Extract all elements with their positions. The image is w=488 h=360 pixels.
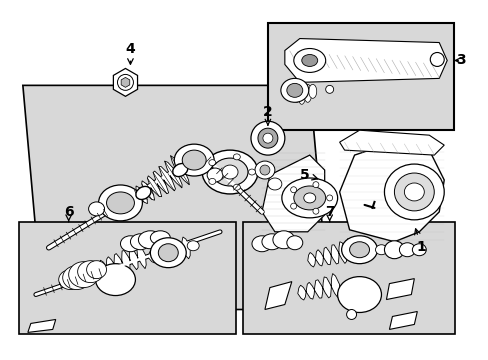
Ellipse shape <box>208 179 215 184</box>
Ellipse shape <box>308 84 316 98</box>
Ellipse shape <box>158 244 178 262</box>
Ellipse shape <box>384 164 443 220</box>
Ellipse shape <box>292 84 300 102</box>
Ellipse shape <box>290 187 296 193</box>
Ellipse shape <box>182 150 206 170</box>
Ellipse shape <box>99 185 142 221</box>
Ellipse shape <box>288 84 296 98</box>
Text: 6: 6 <box>64 205 73 222</box>
Ellipse shape <box>312 208 318 214</box>
Bar <box>243 222 454 334</box>
Ellipse shape <box>130 234 150 250</box>
Ellipse shape <box>349 242 369 258</box>
Ellipse shape <box>86 261 106 279</box>
Polygon shape <box>99 243 146 275</box>
Ellipse shape <box>429 53 443 67</box>
Polygon shape <box>148 237 190 263</box>
Ellipse shape <box>267 178 281 190</box>
Ellipse shape <box>59 270 82 289</box>
Ellipse shape <box>346 310 356 319</box>
Ellipse shape <box>150 231 170 245</box>
Ellipse shape <box>337 276 381 312</box>
Text: 7: 7 <box>324 205 334 222</box>
Polygon shape <box>264 282 291 310</box>
Ellipse shape <box>303 84 311 102</box>
Ellipse shape <box>375 245 386 255</box>
Ellipse shape <box>138 231 162 249</box>
Polygon shape <box>386 279 413 300</box>
Polygon shape <box>28 319 56 332</box>
Ellipse shape <box>293 49 325 72</box>
Ellipse shape <box>187 241 199 251</box>
Ellipse shape <box>272 231 294 249</box>
Polygon shape <box>136 156 189 204</box>
Ellipse shape <box>286 84 302 97</box>
Polygon shape <box>285 39 447 82</box>
Polygon shape <box>23 85 329 310</box>
Polygon shape <box>297 274 339 300</box>
Polygon shape <box>113 68 137 96</box>
Ellipse shape <box>68 262 99 288</box>
Ellipse shape <box>312 182 318 188</box>
Ellipse shape <box>251 236 271 252</box>
Ellipse shape <box>280 78 308 102</box>
Ellipse shape <box>384 241 404 259</box>
Ellipse shape <box>293 186 325 210</box>
Ellipse shape <box>78 261 103 283</box>
Ellipse shape <box>411 244 426 256</box>
Ellipse shape <box>233 184 240 190</box>
Ellipse shape <box>258 128 277 148</box>
Ellipse shape <box>404 183 424 201</box>
Ellipse shape <box>394 173 433 211</box>
Polygon shape <box>339 140 443 242</box>
Ellipse shape <box>95 264 135 296</box>
Ellipse shape <box>263 133 272 143</box>
Bar <box>19 222 236 334</box>
Ellipse shape <box>262 234 281 250</box>
Polygon shape <box>262 155 324 232</box>
Ellipse shape <box>286 236 302 250</box>
Ellipse shape <box>248 169 255 175</box>
Ellipse shape <box>303 193 315 203</box>
Ellipse shape <box>136 186 151 199</box>
Ellipse shape <box>207 168 223 182</box>
Ellipse shape <box>172 163 187 176</box>
Ellipse shape <box>301 54 317 67</box>
Ellipse shape <box>341 236 377 264</box>
Polygon shape <box>388 311 416 329</box>
Ellipse shape <box>174 144 214 176</box>
Ellipse shape <box>250 121 285 155</box>
Ellipse shape <box>233 154 240 160</box>
Polygon shape <box>307 239 354 267</box>
Ellipse shape <box>222 165 238 179</box>
Ellipse shape <box>254 161 274 179</box>
Ellipse shape <box>62 266 90 289</box>
Ellipse shape <box>208 160 215 166</box>
Text: 5: 5 <box>299 168 317 182</box>
Bar <box>267 23 453 130</box>
Ellipse shape <box>260 165 269 175</box>
Ellipse shape <box>399 243 414 257</box>
Text: 1: 1 <box>414 229 426 254</box>
Ellipse shape <box>117 75 133 90</box>
Text: 4: 4 <box>125 41 135 64</box>
Ellipse shape <box>120 236 140 252</box>
Ellipse shape <box>290 203 296 209</box>
Ellipse shape <box>212 158 247 186</box>
Polygon shape <box>121 77 129 87</box>
Ellipse shape <box>297 84 305 104</box>
Ellipse shape <box>326 195 332 201</box>
Ellipse shape <box>281 178 337 218</box>
Ellipse shape <box>150 238 186 268</box>
Ellipse shape <box>202 150 258 194</box>
Ellipse shape <box>106 192 134 214</box>
Ellipse shape <box>325 85 333 93</box>
Ellipse shape <box>88 202 104 216</box>
Text: 2: 2 <box>263 105 272 125</box>
Polygon shape <box>339 130 443 155</box>
Text: 3: 3 <box>455 54 465 67</box>
